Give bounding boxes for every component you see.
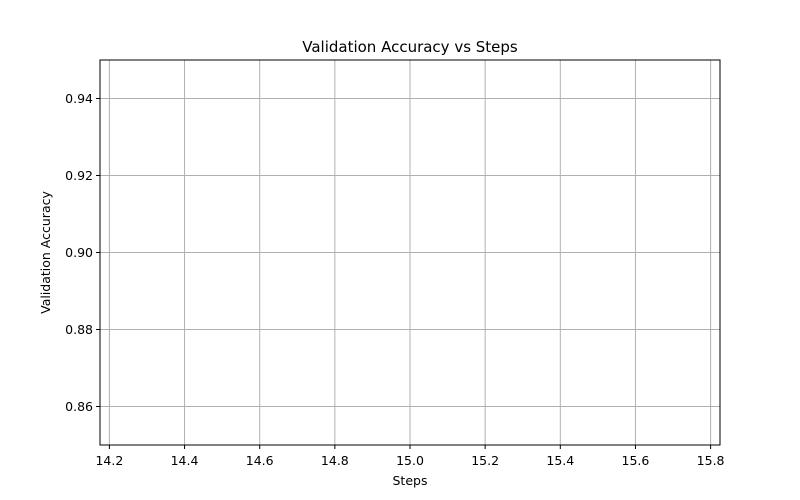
x-tick-label: 15.0 (396, 453, 424, 468)
y-tick-label: 0.94 (65, 91, 93, 106)
chart-title: Validation Accuracy vs Steps (302, 38, 518, 56)
x-tick-label: 15.4 (546, 453, 574, 468)
x-tick-label: 15.2 (471, 453, 499, 468)
x-tick-label: 14.4 (171, 453, 199, 468)
y-tick-label: 0.92 (65, 168, 93, 183)
y-axis-label: Validation Accuracy (38, 191, 53, 314)
x-tick-label: 14.2 (95, 453, 123, 468)
x-tick-label: 14.8 (321, 453, 349, 468)
x-tick-label: 15.6 (622, 453, 650, 468)
y-tick-label: 0.86 (65, 399, 93, 414)
y-tick-label: 0.90 (65, 245, 93, 260)
x-axis-label: Steps (393, 473, 428, 488)
y-tick-label: 0.88 (65, 322, 93, 337)
x-tick-label: 14.6 (246, 453, 274, 468)
x-tick-label: 15.8 (697, 453, 725, 468)
tick-layer: 14.2 14.4 14.6 14.8 15.0 15.2 15.4 15.6 15.8 0.86… (65, 91, 724, 468)
grid-layer (100, 60, 720, 445)
